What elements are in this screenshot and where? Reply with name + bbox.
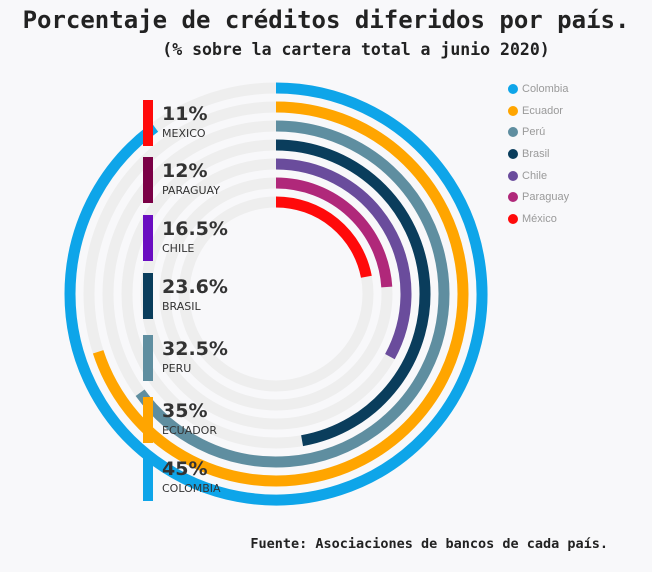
arc-chile [275, 158, 412, 360]
legend-item: Ecuador [508, 100, 569, 122]
arc-brasil [275, 139, 431, 447]
label-country: PARAGUAY [162, 184, 220, 197]
chart-title: Porcentaje de créditos diferidos por paí… [22, 6, 630, 34]
label-value: 12% [162, 160, 208, 182]
arc-mexico [275, 196, 372, 278]
arc-paraguay [275, 177, 393, 288]
legend-dot-icon [508, 148, 518, 159]
label-color-bar [143, 215, 153, 261]
legend-dot-icon [508, 83, 518, 94]
legend-label: Ecuador [522, 104, 563, 117]
chart-subtitle: (% sobre la cartera total a junio 2020) [162, 40, 550, 59]
legend-item: Perú [508, 121, 569, 143]
label-country: COLOMBIA [162, 482, 221, 495]
legend-item: Chile [508, 165, 569, 187]
label-value: 23.6% [162, 276, 228, 298]
legend-label: Colombia [522, 82, 569, 95]
legend-label: México [522, 212, 557, 225]
legend-item: Brasil [508, 143, 569, 165]
legend-dot-icon [508, 170, 518, 181]
legend-label: Perú [522, 126, 546, 139]
legend-label: Paraguay [522, 191, 570, 204]
chart-source: Fuente: Asociaciones de bancos de cada p… [250, 536, 608, 552]
legend-dot-icon [508, 213, 518, 224]
legend-item: México [508, 208, 569, 230]
label-value: 45% [162, 458, 208, 480]
legend-item: Paraguay [508, 186, 569, 208]
label-color-bar [143, 455, 153, 501]
legend-label: Brasil [522, 147, 550, 160]
legend-item: Colombia [508, 78, 569, 100]
chart-legend: Colombia Ecuador Perú Brasil Chile Paraguay Mé… [508, 78, 569, 230]
label-country: MEXICO [162, 127, 206, 140]
arc-ecuador [92, 101, 469, 487]
label-value: 16.5% [162, 218, 228, 240]
label-color-bar [143, 397, 153, 443]
label-color-bar [143, 335, 153, 381]
label-color-bar [143, 100, 153, 146]
label-country: ECUADOR [162, 424, 217, 437]
label-value: 35% [162, 400, 208, 422]
arc-peru [135, 120, 450, 468]
label-country: BRASIL [162, 300, 201, 313]
label-color-bar [143, 157, 153, 203]
arc-colombia [64, 82, 488, 506]
legend-dot-icon [508, 192, 518, 203]
label-value: 11% [162, 103, 208, 125]
legend-label: Chile [522, 169, 548, 182]
legend-dot-icon [508, 127, 518, 138]
label-value: 32.5% [162, 338, 228, 360]
label-country: PERU [162, 362, 192, 375]
label-color-bar [143, 273, 153, 319]
label-country: CHILE [162, 242, 195, 255]
legend-dot-icon [508, 105, 518, 116]
